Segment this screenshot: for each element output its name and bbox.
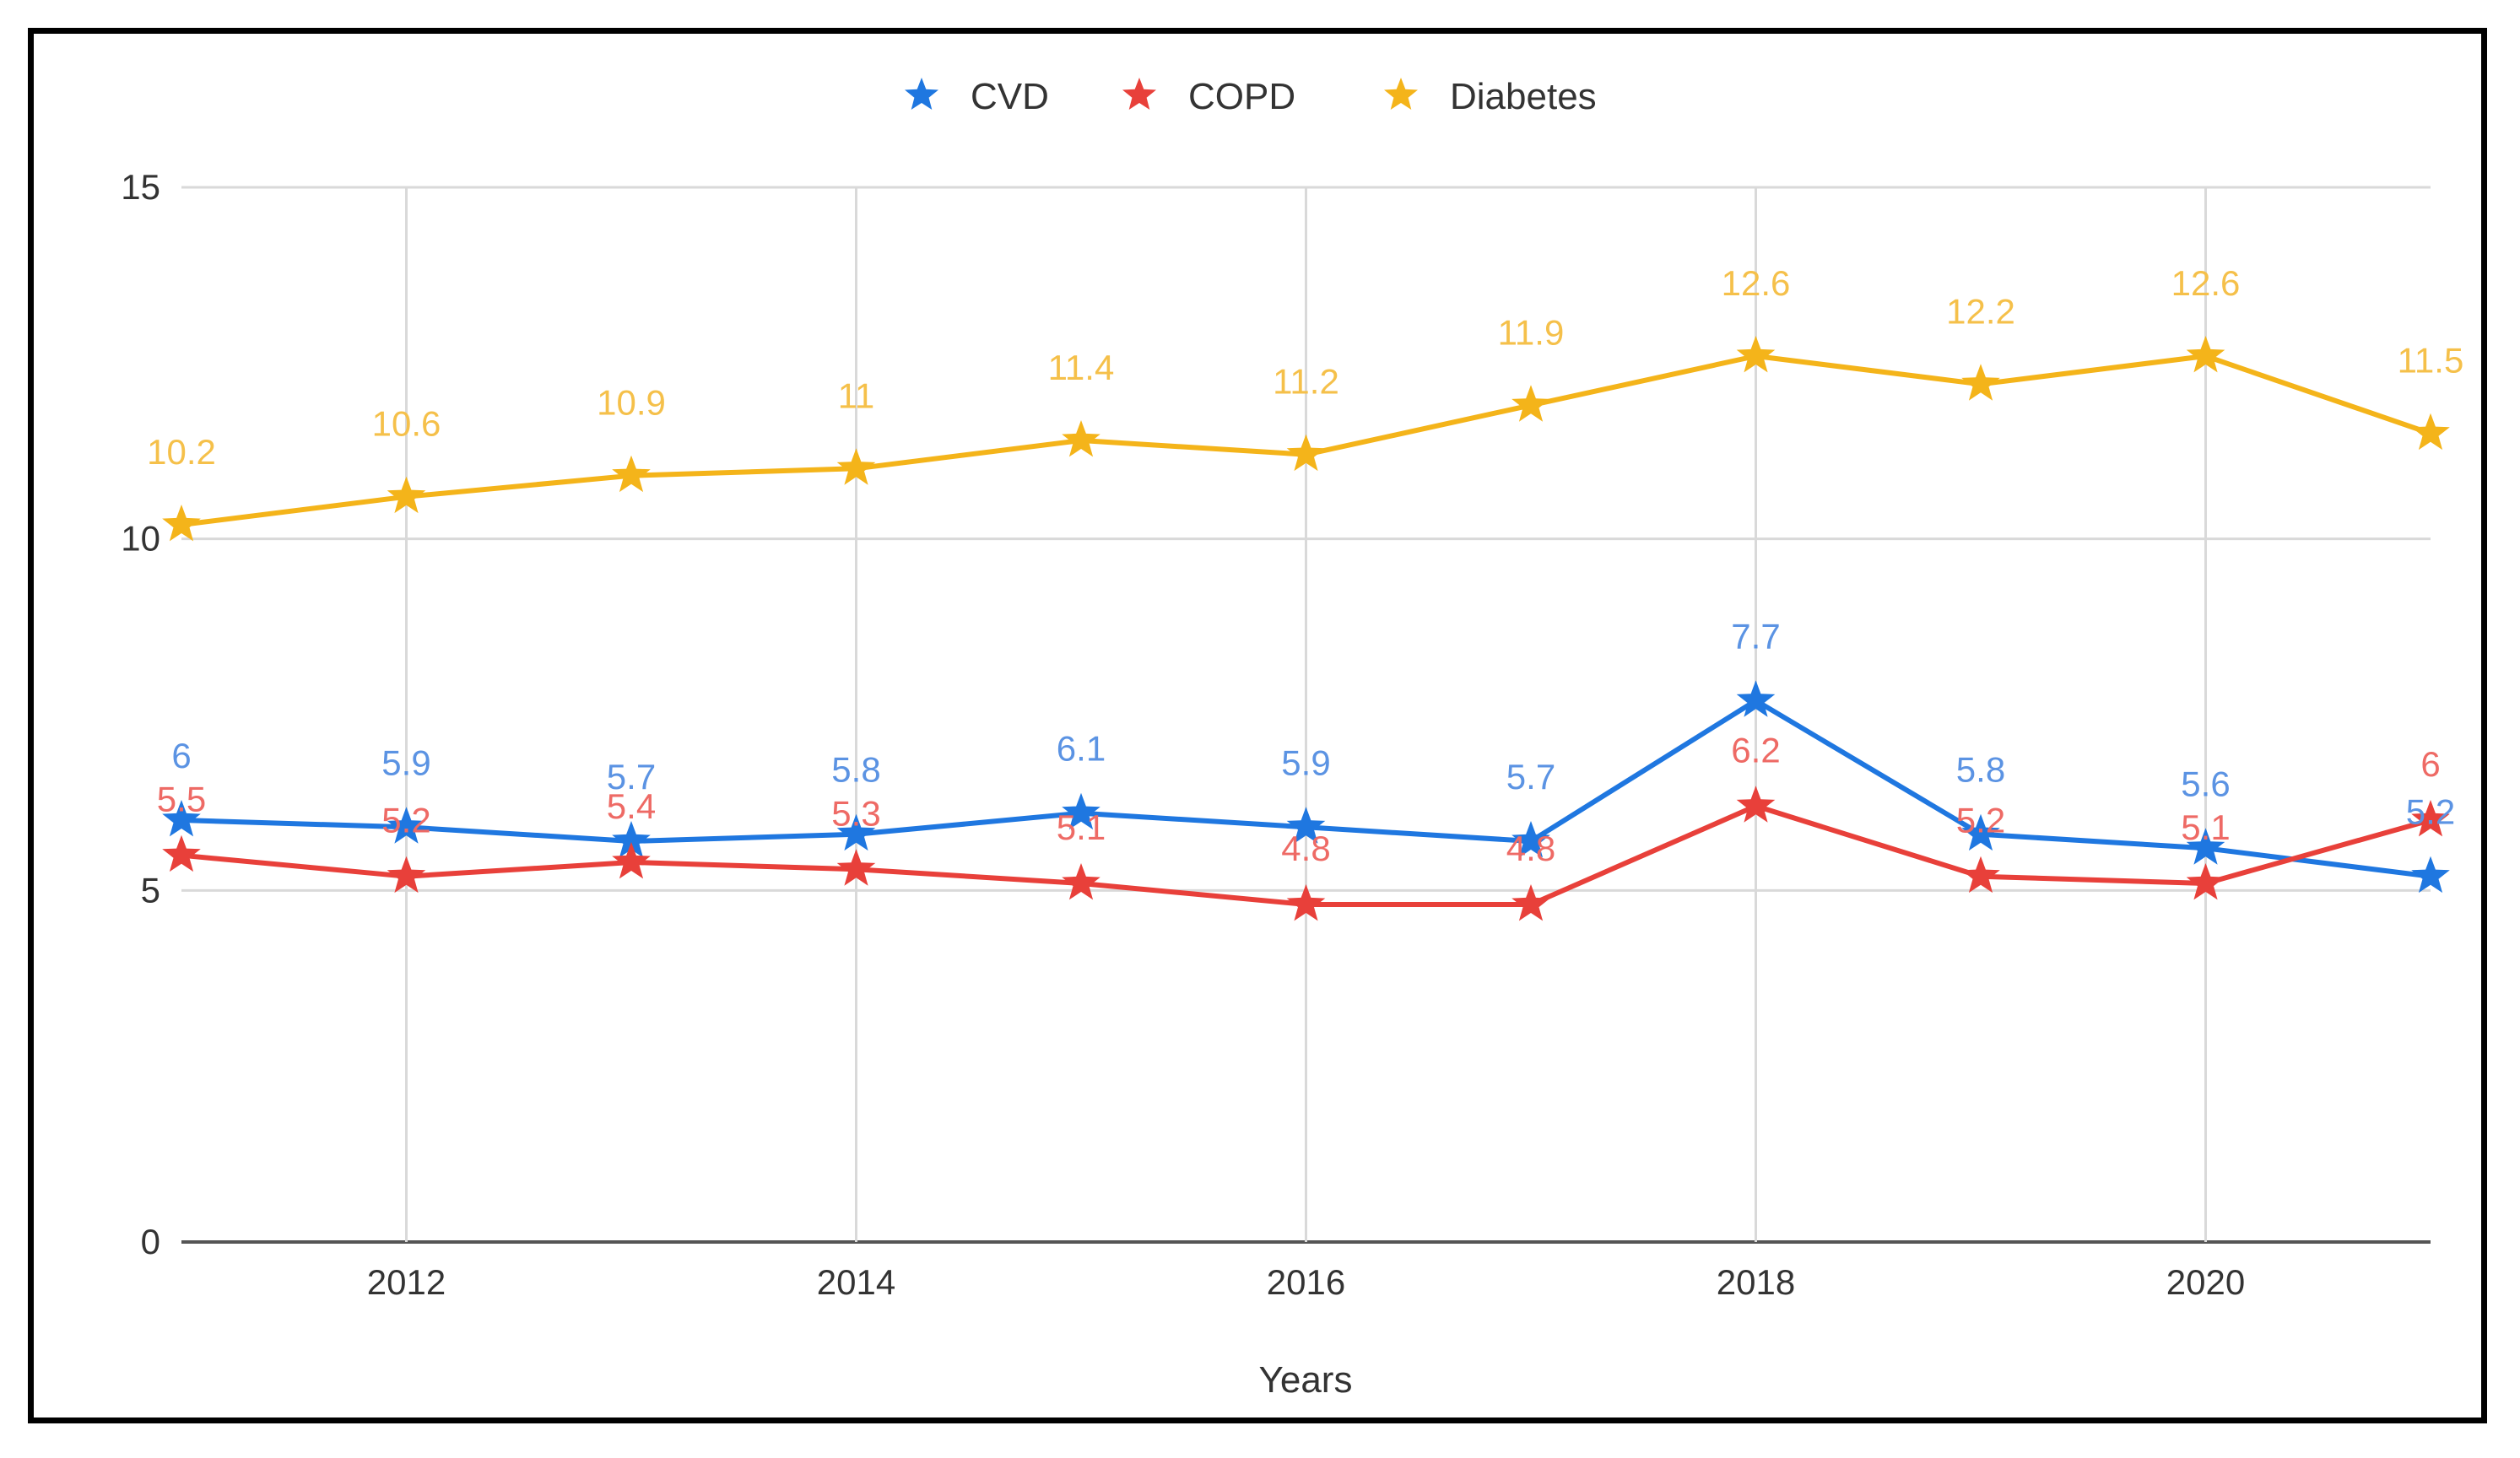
point-marker-diabetes: [836, 448, 876, 485]
point-marker-copd: [1961, 856, 2000, 894]
y-tick-label: 5: [141, 870, 160, 910]
point-marker-copd: [1062, 863, 1100, 900]
data-label-cvd: 5.2: [2406, 792, 2455, 832]
data-label-copd: 5.1: [2181, 807, 2230, 847]
legend: CVD COPD Diabetes: [905, 76, 1597, 117]
point-marker-cvd: [1961, 813, 2000, 851]
data-label-diabetes: 11.2: [1273, 362, 1339, 402]
data-label-cvd: 5.7: [607, 757, 656, 796]
point-marker-diabetes: [1062, 420, 1100, 457]
data-label-diabetes: 12.2: [1946, 291, 2015, 331]
point-marker-copd: [1511, 884, 1550, 921]
axis-layer: 0 5 10 15 2012 2014 2016 2018 2020: [121, 167, 2245, 1302]
data-label-diabetes: 10.6: [372, 404, 441, 444]
data-label-diabetes: 11.5: [2398, 341, 2464, 381]
x-tick-label: 2012: [367, 1262, 446, 1302]
point-marker-cvd: [1062, 792, 1100, 830]
point-marker-copd: [387, 856, 426, 894]
legend-label-diabetes: Diabetes: [1450, 76, 1597, 117]
data-label-cvd: 6: [171, 736, 191, 775]
data-label-layer: 6 5.9 5.7 5.8 6.1 5.9 5.7 7.7 5.8 5.6 5.2 5.5 5.2 5.4…: [147, 263, 2463, 868]
data-label-diabetes: 10.2: [147, 432, 216, 472]
data-label-cvd: 5.6: [2181, 764, 2230, 803]
point-marker-copd: [2411, 800, 2450, 837]
x-tick-label: 2020: [2166, 1262, 2245, 1302]
legend-marker-copd: [1122, 78, 1156, 110]
legend-marker-cvd: [905, 78, 938, 110]
point-marker-cvd: [612, 821, 651, 858]
data-label-cvd: 5.7: [1506, 757, 1555, 796]
data-label-copd: 5.4: [607, 786, 656, 826]
legend-marker-diabetes: [1384, 78, 1418, 110]
point-marker-diabetes: [1511, 385, 1550, 422]
data-label-cvd: 6.1: [1057, 729, 1106, 769]
point-marker-diabetes: [162, 505, 201, 542]
point-marker-cvd: [1286, 807, 1326, 844]
data-label-copd: 4.8: [1281, 829, 1330, 868]
data-label-diabetes: 11: [838, 375, 875, 415]
point-marker-cvd: [2411, 856, 2450, 894]
legend-label-copd: COPD: [1188, 76, 1295, 117]
data-label-diabetes: 12.6: [1722, 263, 1791, 303]
y-tick-label: 15: [121, 167, 160, 207]
point-marker-cvd: [1736, 680, 1776, 717]
data-label-diabetes: 11.9: [1498, 312, 1565, 352]
y-tick-label: 10: [121, 519, 160, 559]
point-marker-copd: [1286, 884, 1326, 921]
x-tick-label: 2016: [1267, 1262, 1345, 1302]
point-marker-copd: [162, 834, 201, 872]
data-label-copd: 6.2: [1731, 730, 1780, 770]
chart-frame: [28, 28, 2487, 1423]
point-marker-copd: [836, 849, 876, 886]
point-marker-diabetes: [1736, 336, 1776, 373]
x-axis-title: Years: [1259, 1359, 1353, 1401]
grid-layer: [181, 186, 2431, 1244]
data-label-copd: 5.3: [831, 793, 880, 833]
data-label-diabetes: 12.6: [2171, 263, 2241, 303]
data-label-copd: 5.2: [1956, 801, 2005, 840]
x-tick-label: 2018: [1717, 1262, 1795, 1302]
point-marker-copd: [2186, 863, 2225, 900]
point-marker-diabetes: [387, 476, 426, 514]
legend-label-cvd: CVD: [971, 76, 1049, 117]
x-tick-label: 2014: [817, 1262, 895, 1302]
point-marker-cvd: [1511, 821, 1550, 858]
data-label-copd: 6: [2420, 744, 2440, 784]
data-label-cvd: 5.9: [381, 742, 430, 782]
point-marker-cvd: [387, 807, 426, 844]
point-marker-diabetes: [1286, 434, 1326, 472]
point-marker-diabetes: [612, 455, 651, 493]
data-label-diabetes: 10.9: [597, 383, 666, 423]
data-label-cvd: 7.7: [1731, 616, 1780, 656]
data-label-copd: 5.1: [1057, 807, 1106, 847]
data-label-copd: 5.2: [381, 801, 430, 840]
point-marker-diabetes: [2411, 413, 2450, 451]
data-label-cvd: 5.9: [1281, 742, 1330, 782]
y-tick-label: 0: [141, 1222, 160, 1261]
series-layer: [162, 336, 2450, 921]
point-marker-cvd: [162, 800, 201, 837]
data-label-cvd: 5.8: [1956, 750, 2005, 790]
data-label-diabetes: 11.4: [1048, 348, 1115, 387]
point-marker-diabetes: [2186, 336, 2225, 373]
point-marker-copd: [1736, 786, 1776, 823]
data-label-cvd: 5.8: [831, 750, 880, 790]
data-label-copd: 4.8: [1506, 829, 1555, 868]
point-marker-cvd: [2186, 828, 2225, 865]
point-marker-diabetes: [1961, 364, 2000, 401]
data-label-copd: 5.5: [157, 780, 206, 819]
point-marker-cvd: [836, 813, 876, 851]
point-marker-copd: [612, 842, 651, 879]
